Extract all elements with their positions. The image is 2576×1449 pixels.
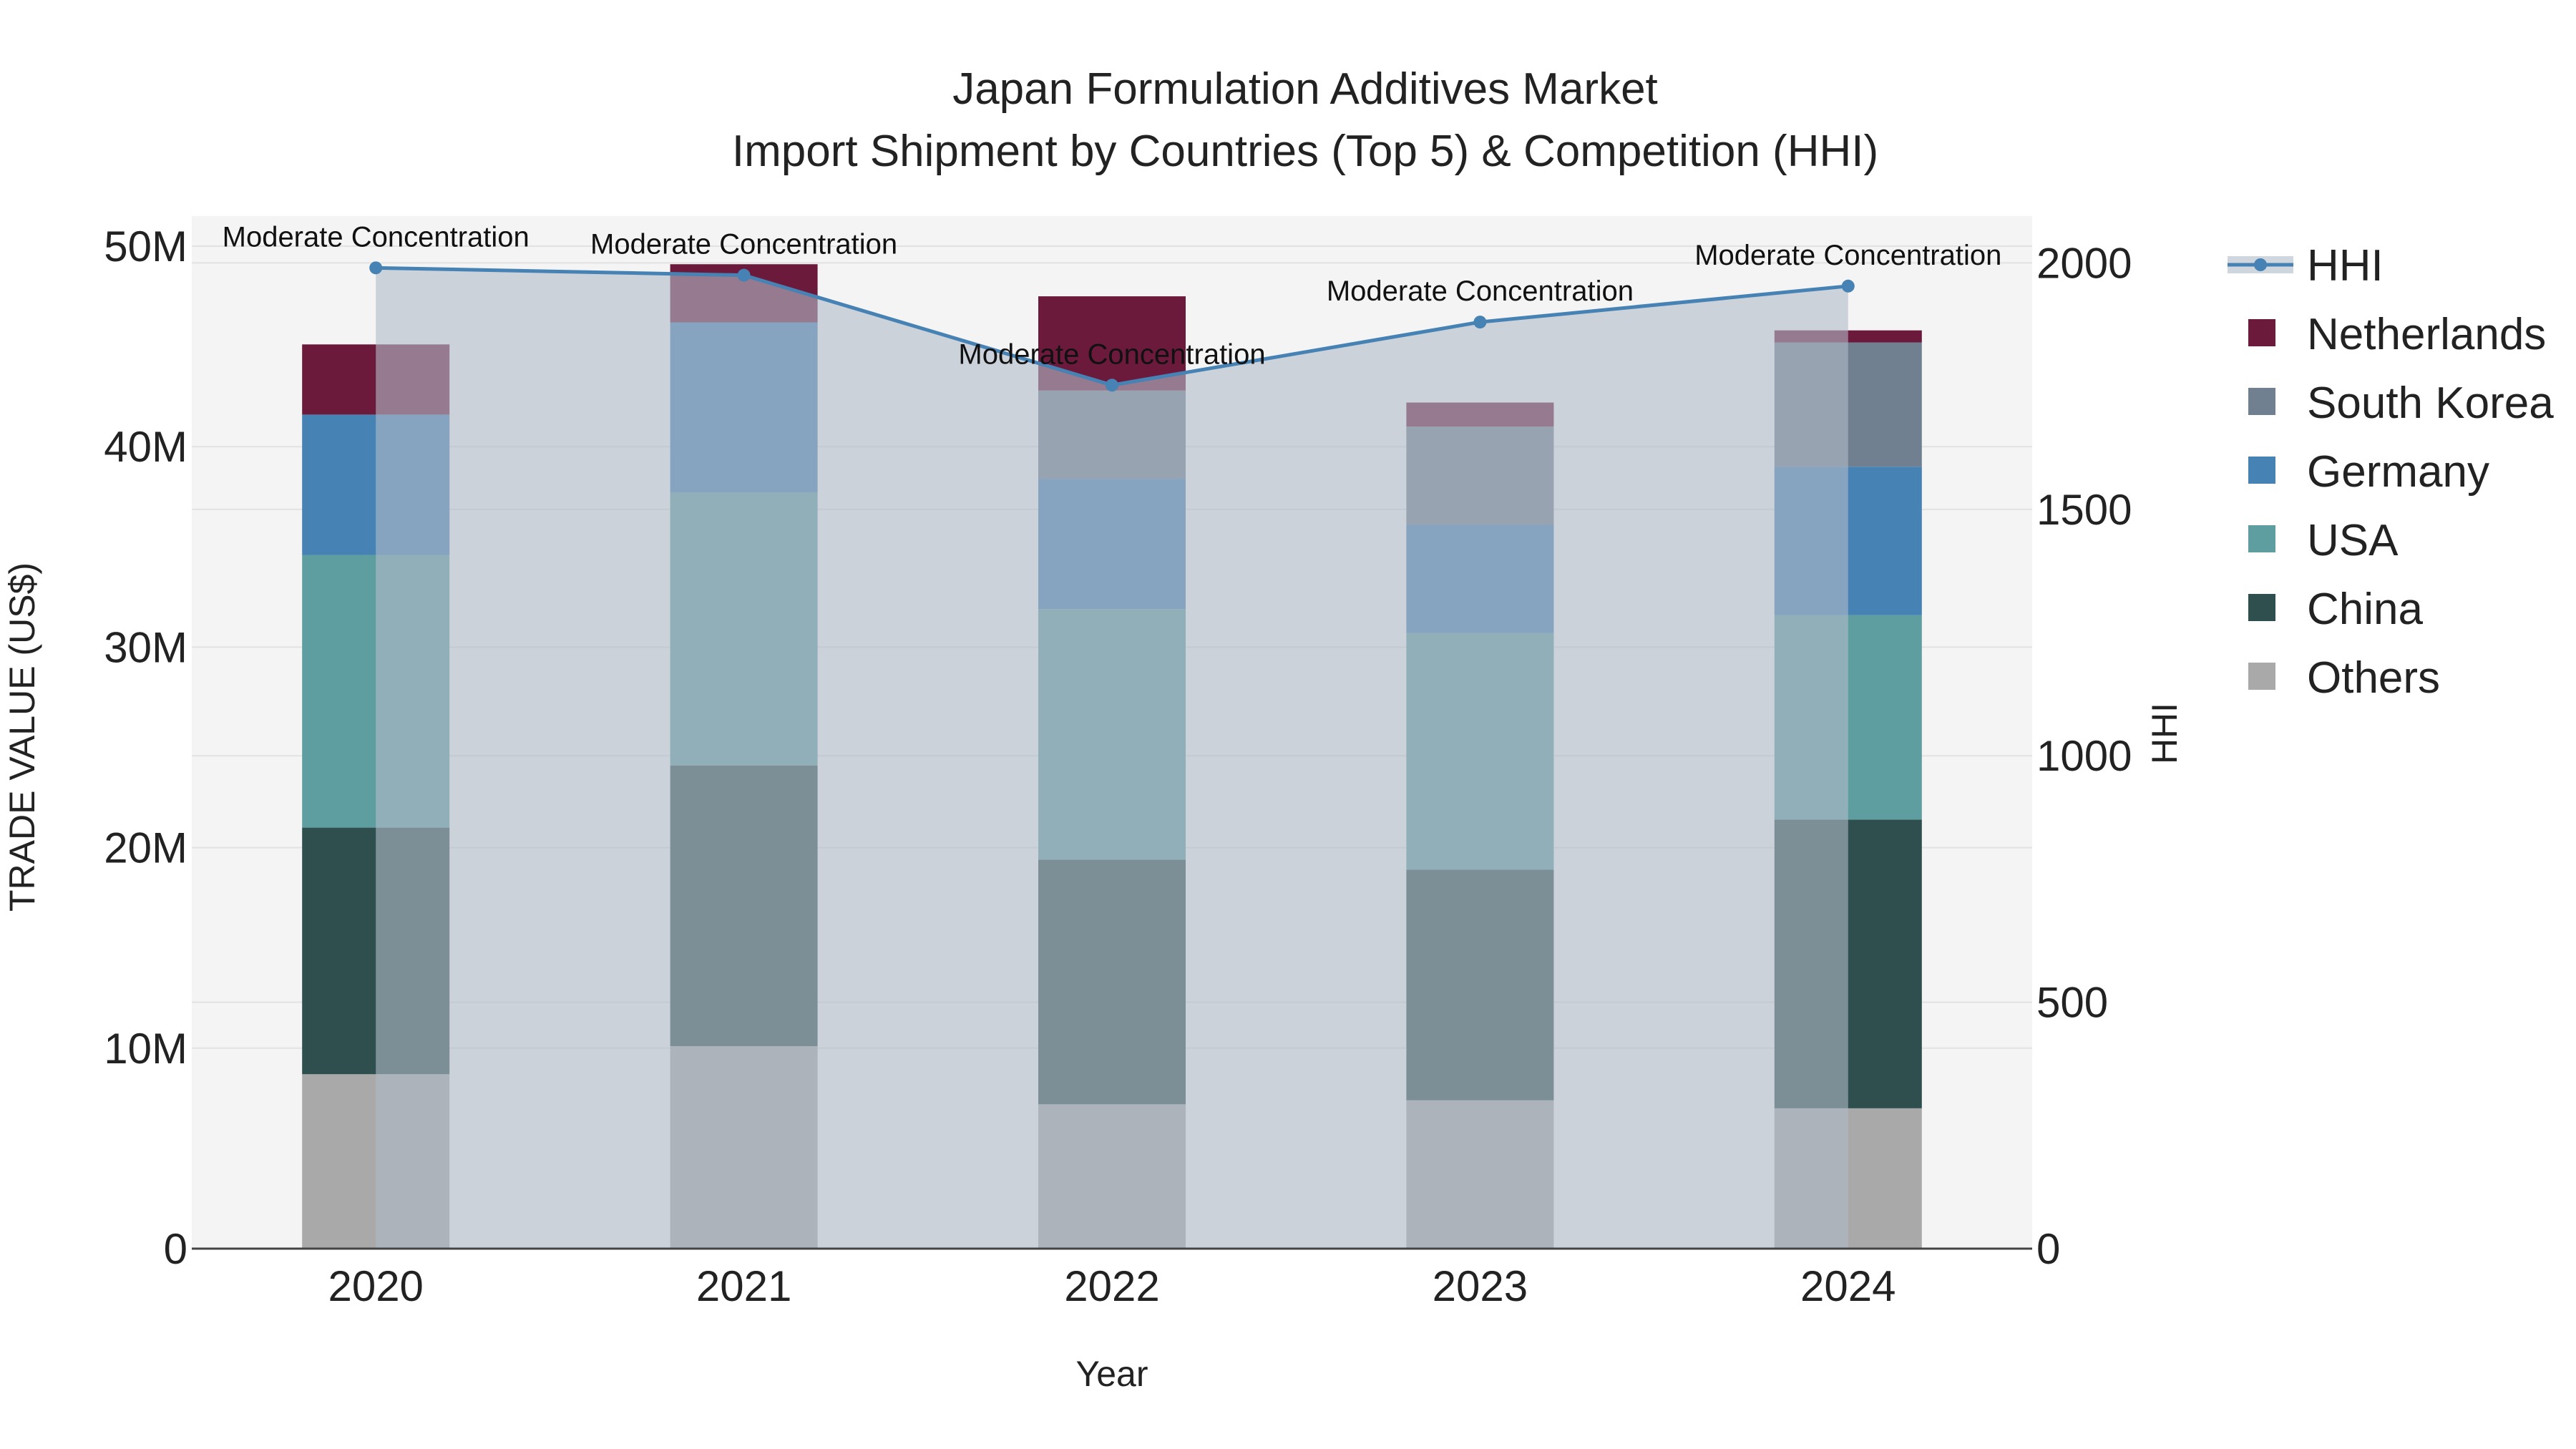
y-tick-label: 40M: [104, 423, 187, 471]
legend-hhi-marker: [2254, 258, 2267, 271]
legend-label-netherlands: Netherlands: [2307, 310, 2546, 359]
y2-axis-title: HHI: [2145, 703, 2185, 764]
x-tick-label-2021: 2021: [696, 1262, 791, 1310]
legend-label-others: Others: [2307, 653, 2440, 703]
legend: HHI Netherlands South Korea Germany USA China…: [2228, 241, 2554, 703]
x-tick-label-2020: 2020: [328, 1262, 423, 1310]
x-tick-label-2022: 2022: [1064, 1262, 1159, 1310]
legend-swatch-usa: [2248, 525, 2275, 552]
hhi-area: [376, 268, 1848, 1249]
hhi-marker-2022: [1106, 379, 1118, 392]
y2-tick-label: 0: [2036, 1225, 2060, 1273]
y2-axis-ticks: 0 500 1000 1500 2000: [2036, 239, 2132, 1273]
y-tick-label: 0: [164, 1225, 187, 1273]
hhi-marker-2023: [1473, 316, 1487, 329]
legend-label-hhi: HHI: [2307, 241, 2384, 291]
bars-layer: [302, 264, 1922, 1249]
y-tick-label: 10M: [104, 1025, 187, 1073]
y2-tick-label: 2000: [2036, 239, 2132, 287]
x-tick-label-2024: 2024: [1800, 1262, 1896, 1310]
hhi-annotation-2022: Moderate Concentration: [958, 338, 1265, 370]
chart-title-line1: Japan Formulation Additives Market: [952, 64, 1658, 114]
legend-swatch-netherlands: [2248, 319, 2275, 346]
y2-tick-label: 1500: [2036, 486, 2132, 534]
hhi-marker-2024: [1841, 279, 1855, 293]
hhi-annotation-2024: Moderate Concentration: [1694, 240, 2001, 271]
hhi-annotation-2020: Moderate Concentration: [223, 221, 530, 253]
x-tick-label-2023: 2023: [1433, 1262, 1528, 1310]
x-axis-title: Year: [1075, 1354, 1148, 1394]
legend-swatch-south-korea: [2248, 388, 2275, 415]
y-axis-ticks: 0 10M 20M 30M 40M 50M: [104, 223, 187, 1273]
y2-tick-label: 1000: [2036, 732, 2132, 780]
legend-label-south-korea: South Korea: [2307, 379, 2554, 428]
legend-label-germany: Germany: [2307, 447, 2489, 497]
hhi-annotation-2021: Moderate Concentration: [590, 229, 897, 260]
legend-swatch-germany: [2248, 457, 2275, 484]
x-axis-ticks: 2020 2021 2022 2023 2024: [328, 1262, 1896, 1310]
hhi-marker-2021: [737, 268, 751, 282]
legend-swatch-china: [2248, 594, 2275, 621]
legend-label-usa: USA: [2307, 516, 2399, 565]
legend-swatch-others: [2248, 663, 2275, 690]
hhi-line-layer: [369, 261, 1855, 392]
y-tick-label: 50M: [104, 223, 187, 270]
y-tick-label: 30M: [104, 623, 187, 671]
annotations-layer: Moderate Concentration Moderate Concentra…: [223, 221, 2002, 370]
chart-title-line2: Import Shipment by Countries (Top 5) & C…: [732, 127, 1878, 176]
hhi-marker-2020: [369, 261, 383, 275]
hhi-annotation-2023: Moderate Concentration: [1327, 275, 1634, 307]
legend-label-china: China: [2307, 585, 2424, 634]
y2-tick-label: 500: [2036, 979, 2108, 1027]
y-tick-label: 20M: [104, 824, 187, 872]
y-axis-title: TRADE VALUE (US$): [2, 562, 42, 912]
